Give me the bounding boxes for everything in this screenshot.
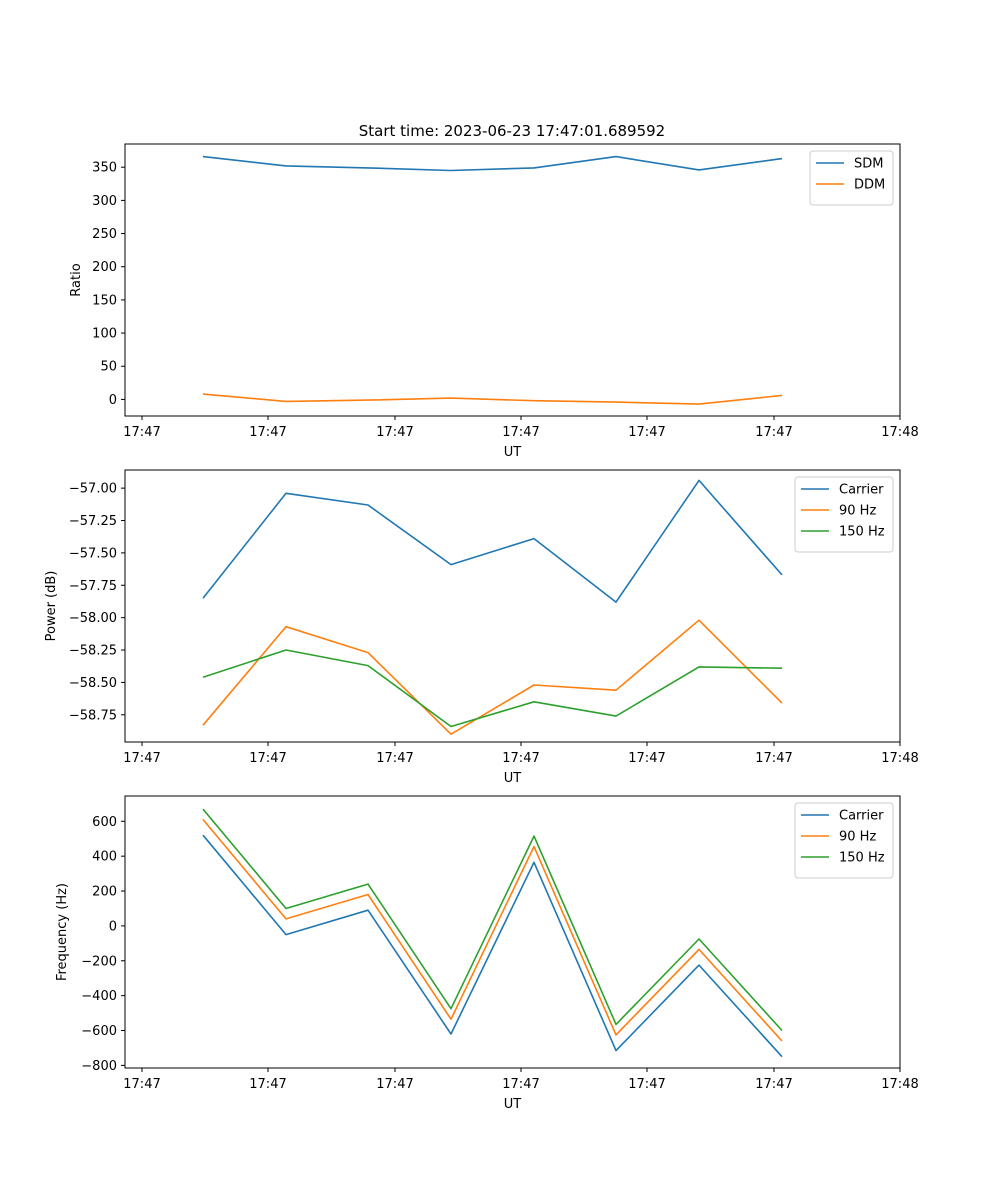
x-axis-label: UT [504, 771, 522, 786]
x-tick-label: 17:47 [502, 1077, 539, 1092]
series-line-90-hz [202, 619, 783, 736]
series-line-150-hz [202, 649, 783, 728]
y-tick-label: 350 [92, 161, 117, 176]
series-line-90-hz [202, 818, 783, 1042]
y-tick-label: 200 [92, 260, 117, 275]
y-tick-label: 300 [92, 194, 117, 209]
x-tick-label: 17:47 [249, 425, 286, 440]
figure-title: Start time: 2023-06-23 17:47:01.689592 [359, 122, 665, 140]
x-axis-label: UT [504, 1097, 522, 1112]
x-tick-label: 17:48 [881, 425, 918, 440]
y-tick-label: 150 [92, 293, 117, 308]
y-tick-label: −57.75 [69, 579, 117, 594]
x-tick-label: 17:47 [123, 425, 160, 440]
chart-panel-3: −800 −600 −400 −200 0 200 400 600 17:47 17:47 17:4… [55, 795, 919, 1112]
y-tick-label: 400 [92, 850, 117, 865]
y-axis-label: Frequency (Hz) [55, 883, 70, 981]
y-tick-label: 50 [100, 360, 117, 375]
y-tick-label: −57.25 [69, 514, 117, 529]
axes-frame [124, 469, 901, 743]
legend: Carrier 90 Hz 150 Hz [794, 476, 894, 553]
y-tick-label: −800 [81, 1059, 117, 1074]
x-tick-label: 17:47 [755, 425, 792, 440]
series-line-sdm [202, 155, 783, 172]
legend: SDM DDM [809, 150, 894, 206]
x-tick-label: 17:47 [376, 751, 413, 766]
legend-label-150-hz: 150 Hz [839, 851, 885, 866]
x-tick-label: 17:47 [628, 425, 665, 440]
y-axis-label: Power (dB) [44, 571, 59, 642]
x-tick-label: 17:47 [376, 425, 413, 440]
legend-box [809, 150, 894, 206]
x-tick-label: 17:48 [881, 1077, 918, 1092]
y-tick-label: −58.00 [69, 611, 117, 626]
x-axis-label: UT [504, 445, 522, 460]
x-tick-label: 17:47 [249, 1077, 286, 1092]
legend-label-90-hz: 90 Hz [839, 830, 876, 845]
y-tick-label: 0 [109, 919, 117, 934]
x-tick-label: 17:47 [123, 1077, 160, 1092]
y-tick-label: −200 [81, 954, 117, 969]
series-line-carrier [202, 834, 783, 1058]
legend-label-sdm: SDM [854, 157, 883, 172]
chart-panel-1: 0 50 100 150 200 250 300 350 17:47 17:47 17:47 17:4… [69, 143, 919, 460]
y-tick-label: −600 [81, 1024, 117, 1039]
y-tick-label: −400 [81, 989, 117, 1004]
legend-label-90-hz: 90 Hz [839, 504, 876, 519]
charts-container: 0 50 100 150 200 250 300 350 17:47 17:47 17:47 17:4… [44, 143, 919, 1112]
y-tick-label: −58.25 [69, 644, 117, 659]
axes-frame [124, 795, 901, 1069]
series-line-150-hz [202, 808, 783, 1032]
legend-box [794, 802, 894, 879]
y-axis-label: Ratio [69, 263, 84, 296]
x-tick-label: 17:48 [881, 751, 918, 766]
legend-box [794, 476, 894, 553]
axes-frame [124, 143, 901, 417]
y-tick-label: −58.50 [69, 676, 117, 691]
y-tick-label: −58.75 [69, 708, 117, 723]
y-tick-label: −57.50 [69, 546, 117, 561]
x-tick-label: 17:47 [755, 1077, 792, 1092]
series-line-ddm [202, 393, 783, 405]
legend: Carrier 90 Hz 150 Hz [794, 802, 894, 879]
y-tick-label: 200 [92, 885, 117, 900]
y-tick-label: 0 [109, 393, 117, 408]
y-tick-label: 250 [92, 227, 117, 242]
y-tick-label: −57.00 [69, 482, 117, 497]
y-tick-label: 100 [92, 327, 117, 342]
legend-label-carrier: Carrier [839, 809, 884, 824]
x-tick-label: 17:47 [502, 425, 539, 440]
x-tick-label: 17:47 [628, 1077, 665, 1092]
x-tick-label: 17:47 [628, 751, 665, 766]
x-tick-label: 17:47 [376, 1077, 413, 1092]
x-tick-label: 17:47 [755, 751, 792, 766]
series-line-carrier [202, 479, 783, 603]
legend-label-150-hz: 150 Hz [839, 525, 885, 540]
chart-panel-2: −57.00 −57.25 −57.50 −57.75 −58.00 −58.25 −58.… [44, 469, 919, 786]
legend-label-carrier: Carrier [839, 483, 884, 498]
x-tick-label: 17:47 [123, 751, 160, 766]
x-tick-label: 17:47 [502, 751, 539, 766]
legend-label-ddm: DDM [854, 178, 885, 193]
x-tick-label: 17:47 [249, 751, 286, 766]
y-tick-label: 600 [92, 815, 117, 830]
